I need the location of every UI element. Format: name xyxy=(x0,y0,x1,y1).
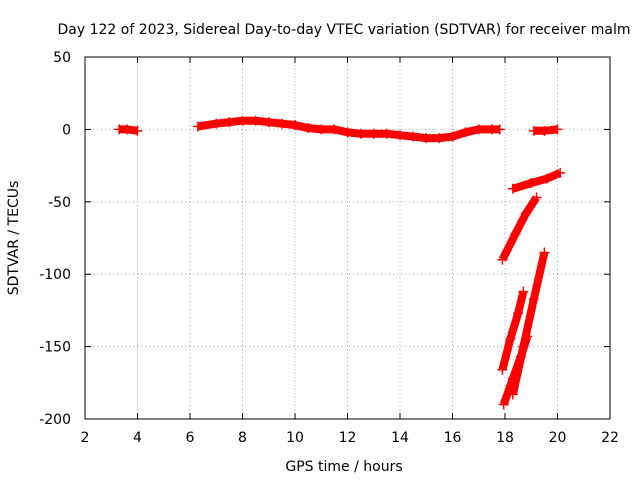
data-point xyxy=(250,115,261,126)
x-tick-label: 22 xyxy=(601,430,619,446)
data-point xyxy=(395,130,405,141)
data-point xyxy=(542,173,552,184)
series-arc-4 xyxy=(507,167,566,194)
data-point xyxy=(521,208,531,219)
chart-title: Day 122 of 2023, Sidereal Day-to-day VTE… xyxy=(58,22,631,38)
data-point xyxy=(132,125,143,136)
series-arc-8 xyxy=(507,247,550,400)
x-axis-label: GPS time / hours xyxy=(285,459,402,475)
data-point xyxy=(518,286,529,297)
data-point xyxy=(528,125,539,136)
data-point xyxy=(224,117,235,128)
data-point xyxy=(526,177,537,188)
data-point xyxy=(498,399,509,410)
y-tick-label: -150 xyxy=(39,340,71,356)
y-tick-label: -50 xyxy=(48,195,71,211)
series-band xyxy=(498,290,528,371)
data-point xyxy=(507,183,518,194)
data-point xyxy=(510,228,521,239)
data-point xyxy=(263,117,274,128)
data-point xyxy=(528,293,539,304)
data-point xyxy=(497,254,508,265)
data-point xyxy=(421,133,432,144)
x-tick-label: 14 xyxy=(391,430,409,446)
y-axis-label: SDTVAR / TECUs xyxy=(6,181,22,296)
data-point xyxy=(303,122,314,133)
x-tick-label: 6 xyxy=(186,430,195,446)
data-point xyxy=(329,124,340,135)
data-point xyxy=(507,389,518,400)
data-point xyxy=(408,131,419,142)
data-point xyxy=(122,124,132,135)
series-band xyxy=(511,169,562,193)
series-arc-6 xyxy=(497,286,529,375)
x-tick-label: 2 xyxy=(81,430,90,446)
x-tick-label: 8 xyxy=(238,430,247,446)
data-point xyxy=(381,128,392,139)
data-point xyxy=(211,118,222,129)
data-point xyxy=(494,124,505,135)
y-tick-label: -100 xyxy=(39,267,71,283)
series-band xyxy=(498,195,540,262)
series-arc-1 xyxy=(114,124,143,136)
data-point xyxy=(447,131,458,142)
data-point xyxy=(539,125,550,136)
data-point xyxy=(290,120,300,131)
data-point xyxy=(434,133,445,144)
data-point xyxy=(505,334,516,345)
data-point xyxy=(552,124,563,135)
data-point xyxy=(555,167,566,178)
data-point xyxy=(497,364,508,375)
data-point xyxy=(316,124,327,135)
y-tick-label: 50 xyxy=(53,50,71,66)
x-tick-label: 10 xyxy=(286,430,304,446)
data-point xyxy=(513,308,524,319)
data-point xyxy=(460,127,471,138)
series-arc-5 xyxy=(497,192,542,265)
data-point xyxy=(473,124,484,135)
x-tick-label: 18 xyxy=(496,430,514,446)
x-tick-label: 12 xyxy=(339,430,357,446)
data-point xyxy=(539,247,550,258)
y-tick-label: 0 xyxy=(62,122,71,138)
data-point xyxy=(276,118,287,129)
x-tick-label: 4 xyxy=(133,430,142,446)
data-point xyxy=(531,192,542,203)
data-point xyxy=(368,128,379,139)
x-tick-label: 16 xyxy=(444,430,462,446)
series-arc-3 xyxy=(528,124,563,136)
data-point xyxy=(518,341,529,352)
data-point xyxy=(355,128,366,139)
data-point xyxy=(237,115,248,126)
data-point xyxy=(192,121,203,132)
series-band xyxy=(508,251,549,396)
data-point xyxy=(342,127,353,138)
series-arc-2 xyxy=(192,115,505,144)
x-tick-label: 20 xyxy=(549,430,567,446)
y-tick-label: -200 xyxy=(39,412,71,428)
